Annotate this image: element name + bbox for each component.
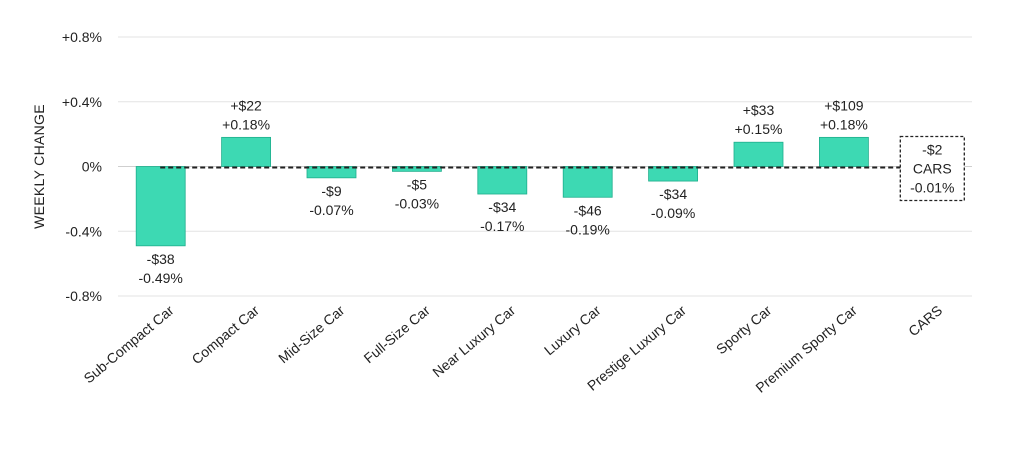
bar [562,166,613,198]
y-tick-label: 0% [82,159,102,175]
category-label: Near Luxury Car [429,302,518,380]
bars [135,136,869,247]
bar-percent-label: +0.15% [735,121,783,137]
category-labels: Sub-Compact Car Compact Car Mid-Size Car Fu… [81,302,946,396]
category-label: Compact Car [189,302,263,367]
bar [477,166,528,195]
category-label: CARS [905,302,945,339]
bar-percent-label: -0.19% [566,221,610,237]
bar-percent-label: -0.03% [395,195,439,211]
bar-percent-label: +0.18% [222,116,270,132]
bar-percent-label: -0.09% [651,205,695,221]
bar-percent-label: -0.17% [480,218,524,234]
bar-dollar-label: +$22 [230,97,262,113]
y-axis-label: WEEKLY CHANGE [31,104,47,229]
bar [221,136,272,167]
category-label: Luxury Car [541,302,604,358]
bar [819,136,869,167]
y-tick-label: +0.8% [62,29,102,45]
category-label: Full-Size Car [361,302,434,366]
bar-dollar-label: +$33 [743,102,775,118]
category-label: Sub-Compact Car [81,302,177,386]
total-box-percent: -0.01% [910,180,954,196]
y-tick-label: -0.8% [65,288,102,304]
bar-percent-label: -0.07% [309,202,353,218]
bar-dollar-label: -$9 [321,183,341,199]
total-box-label: CARS [913,161,952,177]
category-label: Mid-Size Car [275,302,348,366]
bar [733,141,784,167]
y-tick-label: +0.4% [62,94,102,110]
bar-dollar-label: +$109 [824,97,864,113]
category-label: Sporty Car [713,302,775,357]
total-box-dollar: -$2 [922,142,942,158]
bar-dollar-label: -$46 [574,202,602,218]
y-tick-label: -0.4% [65,223,102,239]
bar-percent-label: -0.49% [139,270,183,286]
bar-percent-label: +0.18% [820,116,868,132]
bar-dollar-label: -$34 [659,186,687,202]
data-labels: -$38 -0.49% +$22 +0.18% -$9 -0.07% -$5 -0.03% -$… [139,97,868,285]
total-box-border [899,135,965,202]
bar-dollar-label: -$34 [488,199,516,215]
bar-dollar-label: -$38 [147,251,175,267]
bar-dollar-label: -$5 [407,176,427,192]
total-box: -$2 CARS -0.01% [899,135,965,202]
bar [135,166,186,247]
bar [648,166,698,182]
y-axis-ticks: +0.8% +0.4% 0% -0.4% -0.8% [62,29,102,304]
